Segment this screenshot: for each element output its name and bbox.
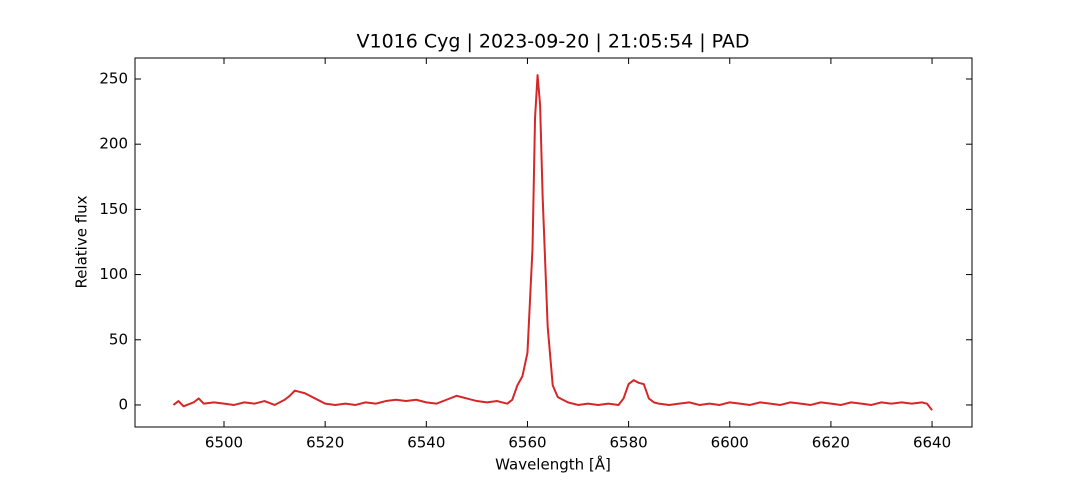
y-tick-label: 250 — [99, 69, 128, 87]
y-tick-label: 200 — [99, 135, 128, 153]
x-tick-label: 6500 — [205, 434, 243, 452]
y-tick-label: 50 — [109, 330, 128, 348]
y-tick-label: 0 — [118, 395, 128, 413]
x-tick-label: 6640 — [913, 434, 951, 452]
x-tick-label: 6620 — [812, 434, 850, 452]
chart-title: V1016 Cyg | 2023-09-20 | 21:05:54 | PAD — [356, 31, 749, 53]
x-tick-label: 6580 — [610, 434, 648, 452]
x-tick-label: 6560 — [508, 434, 546, 452]
spectrum-line — [172, 74, 933, 411]
x-tick-label: 6520 — [306, 434, 344, 452]
x-tick-label: 6600 — [711, 434, 749, 452]
x-axis-label: Wavelength [Å] — [495, 455, 611, 474]
x-tick-label: 6540 — [407, 434, 445, 452]
y-tick-label: 100 — [99, 265, 128, 283]
y-axis-label: Relative flux — [73, 195, 91, 288]
plot-frame — [134, 57, 973, 428]
y-tick-label: 150 — [99, 200, 128, 218]
